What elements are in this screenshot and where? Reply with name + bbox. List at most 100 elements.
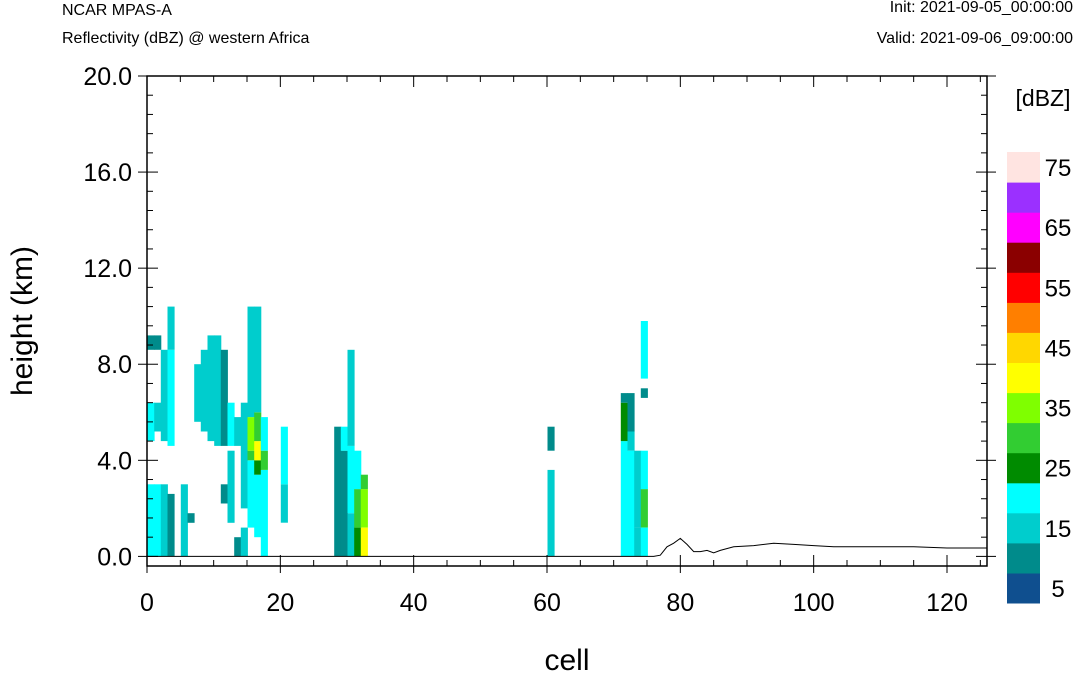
- reflectivity-cell: [627, 393, 635, 432]
- reflectivity-cell: [194, 364, 202, 422]
- reflectivity-cell: [640, 450, 648, 490]
- reflectivity-cell: [640, 527, 648, 557]
- reflectivity-cell: [354, 527, 362, 557]
- reflectivity-cell: [254, 441, 262, 461]
- colorbar-swatch: [1007, 482, 1040, 514]
- reflectivity-cell: [634, 527, 642, 557]
- reflectivity-cell: [347, 445, 355, 514]
- y-tick-label: 8.0: [97, 351, 132, 379]
- reflectivity-cell: [620, 402, 628, 442]
- colorbar-tick-label: 35: [1045, 396, 1072, 423]
- y-tick-label: 12.0: [83, 255, 132, 283]
- reflectivity-cell: [254, 306, 262, 413]
- reflectivity-cell: [620, 441, 628, 557]
- reflectivity-cell: [167, 493, 175, 557]
- reflectivity-cell: [214, 335, 222, 446]
- reflectivity-cell: [280, 426, 288, 485]
- reflectivity-cell: [180, 484, 188, 557]
- colorbar-tick-label: 75: [1045, 155, 1072, 182]
- colorbar-swatch: [1007, 272, 1040, 303]
- reflectivity-cell: [247, 460, 255, 528]
- reflectivity-cell: [260, 469, 268, 557]
- reflectivity-cell: [220, 484, 228, 504]
- colorbar-swatch: [1007, 302, 1040, 333]
- y-axis-title: height (km): [6, 246, 39, 396]
- reflectivity-cell: [620, 393, 628, 403]
- y-tick-label: 16.0: [83, 159, 132, 187]
- reflectivity-cell: [627, 431, 635, 451]
- reflectivity-cell: [260, 450, 268, 470]
- reflectivity-cell: [640, 489, 648, 528]
- reflectivity-cell: [254, 460, 262, 475]
- reflectivity-cell: [280, 484, 288, 523]
- reflectivity-cell: [227, 450, 235, 523]
- colorbar: 5 15 25 35 45 55 65 75: [1007, 152, 1071, 604]
- x-tick-label: 40: [400, 589, 428, 617]
- reflectivity-cell: [240, 527, 248, 557]
- plot-frame: [146, 75, 988, 567]
- reflectivity-cell: [334, 426, 342, 557]
- reflectivity-cell: [247, 306, 255, 418]
- y-tick-label: 4.0: [97, 447, 132, 475]
- colorbar-tick-label: 55: [1045, 275, 1072, 302]
- reflectivity-cell: [147, 335, 155, 350]
- reflectivity-cell: [207, 335, 215, 442]
- reflectivity-cell: [254, 474, 262, 538]
- reflectivity-cell: [147, 484, 155, 557]
- x-tick-label: 60: [533, 589, 561, 617]
- field-subtitle: Reflectivity (dBZ) @ western Africa: [62, 30, 310, 47]
- colorbar-swatch: [1007, 572, 1040, 604]
- model-title: NCAR MPAS-A: [62, 2, 172, 19]
- colorbar-swatch: [1007, 332, 1040, 363]
- x-axis-title: cell: [544, 644, 589, 677]
- reflectivity-cell: [247, 417, 255, 451]
- reflectivity-cell: [347, 513, 355, 557]
- colorbar-tick-label: 15: [1045, 516, 1072, 543]
- colorbar-swatch: [1007, 362, 1040, 394]
- colorbar-tick-label: 65: [1045, 215, 1072, 242]
- reflectivity-cells: [147, 306, 648, 557]
- reflectivity-cell: [260, 417, 268, 451]
- reflectivity-cell: [154, 335, 162, 350]
- colorbar-tick-label: 25: [1045, 456, 1072, 483]
- axis-ticks: 0 20 40 60 80 100 120 0.0 4.0 8.0 12.0 16.0 20.0: [83, 63, 996, 617]
- terrain-line: [147, 537, 987, 557]
- reflectivity-cell: [254, 412, 262, 442]
- colorbar-tick-label: 45: [1045, 335, 1072, 362]
- reflectivity-cell: [154, 484, 162, 557]
- valid-time: Valid: 2021-09-06_09:00:00: [876, 30, 1073, 47]
- reflectivity-cell: [547, 469, 555, 557]
- colorbar-unit-label: [dBZ]: [1016, 85, 1071, 111]
- x-tick-label: 120: [926, 589, 968, 617]
- reflectivity-cell: [240, 402, 248, 509]
- colorbar-swatch: [1007, 542, 1040, 574]
- reflectivity-cell: [227, 402, 235, 446]
- colorbar-swatch: [1007, 512, 1040, 544]
- colorbar-swatch: [1007, 392, 1040, 424]
- reflectivity-cell: [234, 417, 242, 446]
- colorbar-swatch: [1007, 452, 1040, 484]
- colorbar-swatch: [1007, 212, 1040, 243]
- reflectivity-cell: [360, 527, 368, 557]
- reflectivity-cell: [187, 513, 195, 523]
- reflectivity-cell: [347, 349, 355, 446]
- reflectivity-cell: [354, 450, 362, 490]
- reflectivity-cell: [354, 489, 362, 528]
- init-time: Init: 2021-09-05_00:00:00: [889, 0, 1073, 16]
- reflectivity-cell: [160, 349, 168, 442]
- colorbar-swatch: [1007, 242, 1040, 273]
- y-tick-label: 20.0: [83, 63, 132, 91]
- reflectivity-cell: [627, 450, 635, 557]
- reflectivity-cell: [547, 426, 555, 451]
- colorbar-swatch: [1007, 182, 1040, 213]
- x-tick-label: 0: [140, 589, 154, 617]
- reflectivity-cell: [340, 426, 348, 451]
- colorbar-swatch: [1007, 152, 1040, 183]
- reflectivity-cell: [200, 349, 208, 432]
- reflectivity-cell: [167, 349, 175, 446]
- reflectivity-cell: [167, 306, 175, 350]
- colorbar-tick-label: 5: [1051, 576, 1064, 603]
- reflectivity-cell: [234, 537, 242, 557]
- x-tick-label: 20: [266, 589, 294, 617]
